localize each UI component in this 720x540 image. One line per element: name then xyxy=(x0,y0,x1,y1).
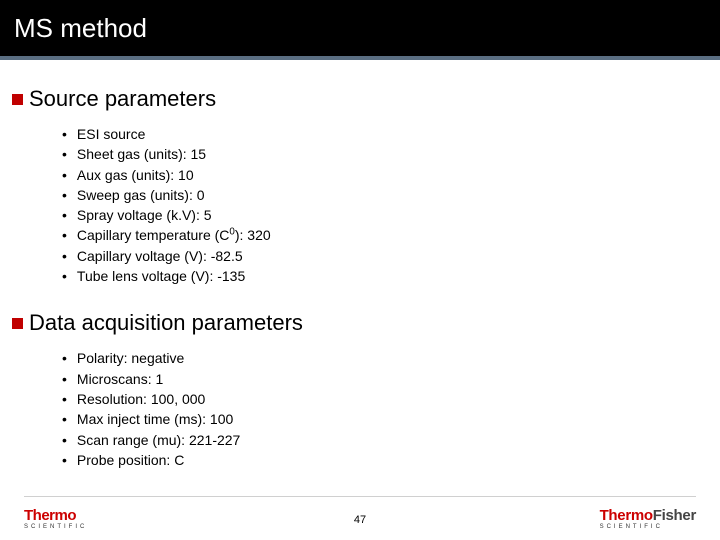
bullet-list: • ESI source • Sheet gas (units): 15 • Aux ga… xyxy=(12,124,708,286)
logo-right-brand2: Fisher xyxy=(653,507,696,524)
list-item-text: Polarity: negative xyxy=(77,348,184,368)
list-item-text: Scan range (mu): 221-227 xyxy=(77,430,240,450)
list-item-text: Capillary voltage (V): -82.5 xyxy=(77,246,243,266)
slide-title: MS method xyxy=(14,13,147,44)
list-item: • Capillary temperature (C0): 320 xyxy=(62,225,708,245)
bullet-dot-icon: • xyxy=(62,389,67,409)
list-item-text: Sweep gas (units): 0 xyxy=(77,185,205,205)
list-item-text: Microscans: 1 xyxy=(77,369,163,389)
list-item: • Tube lens voltage (V): -135 xyxy=(62,266,708,286)
title-bar: MS method xyxy=(0,0,720,56)
list-item-text: ESI source xyxy=(77,124,145,144)
list-item-text: Spray voltage (k.V): 5 xyxy=(77,205,212,225)
square-bullet-icon xyxy=(12,318,23,329)
list-item: • Sweep gas (units): 0 xyxy=(62,185,708,205)
bullet-dot-icon: • xyxy=(62,266,67,286)
bullet-dot-icon: • xyxy=(62,369,67,389)
list-item: • Aux gas (units): 10 xyxy=(62,165,708,185)
bullet-dot-icon: • xyxy=(62,430,67,450)
list-item: • Spray voltage (k.V): 5 xyxy=(62,205,708,225)
list-item-text: Probe position: C xyxy=(77,450,184,470)
list-item: • Sheet gas (units): 15 xyxy=(62,144,708,164)
logo-left-brand: Thermo xyxy=(24,508,87,523)
bullet-dot-icon: • xyxy=(62,185,67,205)
list-item: • Polarity: negative xyxy=(62,348,708,368)
logo-left-sub: SCIENTIFIC xyxy=(24,524,87,530)
list-item-text: Resolution: 100, 000 xyxy=(77,389,205,409)
list-item: • Capillary voltage (V): -82.5 xyxy=(62,246,708,266)
bullet-dot-icon: • xyxy=(62,409,67,429)
list-item-text: Max inject time (ms): 100 xyxy=(77,409,233,429)
logo-right-brand1: Thermo xyxy=(600,507,653,524)
list-item: • ESI source xyxy=(62,124,708,144)
bullet-dot-icon: • xyxy=(62,124,67,144)
list-item: • Probe position: C xyxy=(62,450,708,470)
list-item-text: Sheet gas (units): 15 xyxy=(77,144,206,164)
bullet-list: • Polarity: negative • Microscans: 1 • Resolu… xyxy=(12,348,708,470)
list-item-text: Aux gas (units): 10 xyxy=(77,165,194,185)
bullet-dot-icon: • xyxy=(62,246,67,266)
footer-divider xyxy=(24,496,696,497)
page-number: 47 xyxy=(354,514,366,526)
bullet-dot-icon: • xyxy=(62,205,67,225)
bullet-dot-icon: • xyxy=(62,165,67,185)
list-item: • Max inject time (ms): 100 xyxy=(62,409,708,429)
section-heading-text: Source parameters xyxy=(29,86,216,112)
list-item: • Resolution: 100, 000 xyxy=(62,389,708,409)
bullet-dot-icon: • xyxy=(62,450,67,470)
list-item: • Microscans: 1 xyxy=(62,369,708,389)
bullet-dot-icon: • xyxy=(62,225,67,245)
list-item-text: Capillary temperature (C0): 320 xyxy=(77,225,271,245)
section-heading: Data acquisition parameters xyxy=(12,310,708,336)
bullet-dot-icon: • xyxy=(62,144,67,164)
list-item: • Scan range (mu): 221-227 xyxy=(62,430,708,450)
logo-right-brand: ThermoFisher xyxy=(600,508,696,523)
logo-thermofisher: ThermoFisher SCIENTIFIC xyxy=(600,508,696,530)
logo-right-sub: SCIENTIFIC xyxy=(600,524,696,530)
section-heading-text: Data acquisition parameters xyxy=(29,310,303,336)
square-bullet-icon xyxy=(12,94,23,105)
bullet-dot-icon: • xyxy=(62,348,67,368)
footer: Thermo SCIENTIFIC 47 ThermoFisher SCIENT… xyxy=(0,496,720,540)
slide-content: Source parameters • ESI source • Sheet gas (… xyxy=(0,60,720,470)
list-item-text: Tube lens voltage (V): -135 xyxy=(77,266,245,286)
logo-thermo-scientific: Thermo SCIENTIFIC xyxy=(24,508,87,530)
section-heading: Source parameters xyxy=(12,86,708,112)
